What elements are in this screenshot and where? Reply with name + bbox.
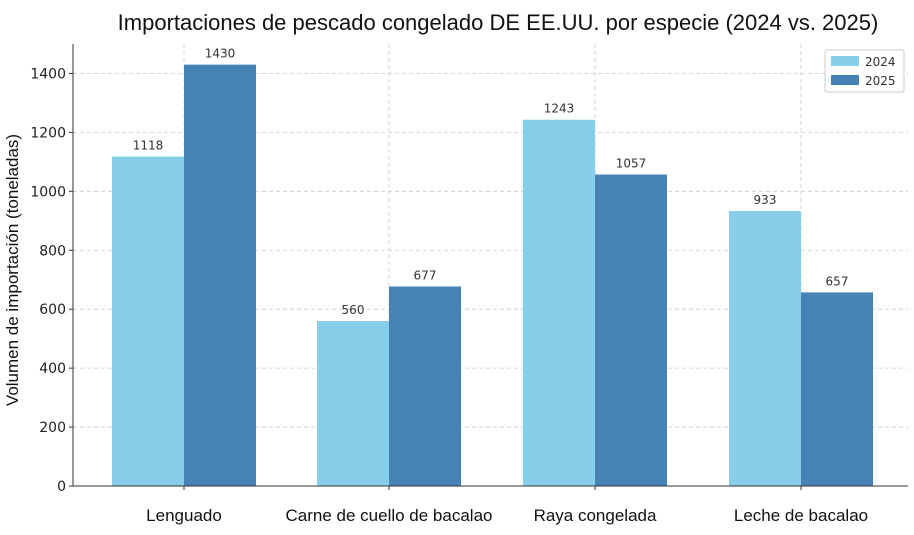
bars xyxy=(112,64,873,487)
x-tick-label: Raya congelada xyxy=(534,506,657,525)
legend-swatch-2024 xyxy=(831,56,859,66)
data-label-2024-1: 560 xyxy=(342,303,365,317)
data-labels: 1118 560 1243 933 1430 677 1057 657 xyxy=(133,47,849,317)
data-label-2025-3: 657 xyxy=(826,274,849,288)
x-axis-ticks: Lenguado Carne de cuello de bacalao Raya c… xyxy=(146,486,868,525)
y-axis-label: Volumen de importación (toneladas) xyxy=(3,134,22,406)
y-tick-label: 1400 xyxy=(30,66,66,82)
y-tick-label: 600 xyxy=(39,302,66,318)
data-label-2025-0: 1430 xyxy=(205,47,236,61)
legend-label-2025: 2025 xyxy=(865,74,896,88)
data-label-2024-2: 1243 xyxy=(544,102,575,116)
y-tick-label: 1200 xyxy=(30,125,66,141)
y-tick-label: 400 xyxy=(39,361,66,377)
x-tick-label: Lenguado xyxy=(146,506,222,525)
bar-2025-3 xyxy=(801,292,873,486)
data-label-2025-1: 677 xyxy=(414,269,437,283)
data-label-2025-2: 1057 xyxy=(616,157,647,171)
legend-label-2024: 2024 xyxy=(865,55,896,69)
y-tick-label: 800 xyxy=(39,243,66,259)
bar-2024-3 xyxy=(729,211,801,487)
x-tick-label: Leche de bacalao xyxy=(734,506,868,525)
data-label-2024-3: 933 xyxy=(754,193,777,207)
data-label-2024-0: 1118 xyxy=(133,139,164,153)
y-tick-label: 200 xyxy=(39,420,66,436)
y-axis-ticks: 0 200 400 600 800 1000 1200 1400 xyxy=(30,66,73,495)
y-tick-label: 1000 xyxy=(30,184,66,200)
bar-2025-1 xyxy=(389,286,461,486)
bar-2024-2 xyxy=(523,119,595,486)
legend-swatch-2025 xyxy=(831,75,859,85)
chart-title: Importaciones de pescado congelado DE EE… xyxy=(118,10,879,35)
bar-2024-1 xyxy=(317,320,389,486)
y-tick-label: 0 xyxy=(57,479,66,495)
bar-2025-0 xyxy=(184,64,256,487)
bar-2025-2 xyxy=(595,174,667,486)
x-tick-label: Carne de cuello de bacalao xyxy=(286,506,493,525)
legend: 2024 2025 xyxy=(824,49,905,93)
bar-2024-0 xyxy=(112,156,184,486)
